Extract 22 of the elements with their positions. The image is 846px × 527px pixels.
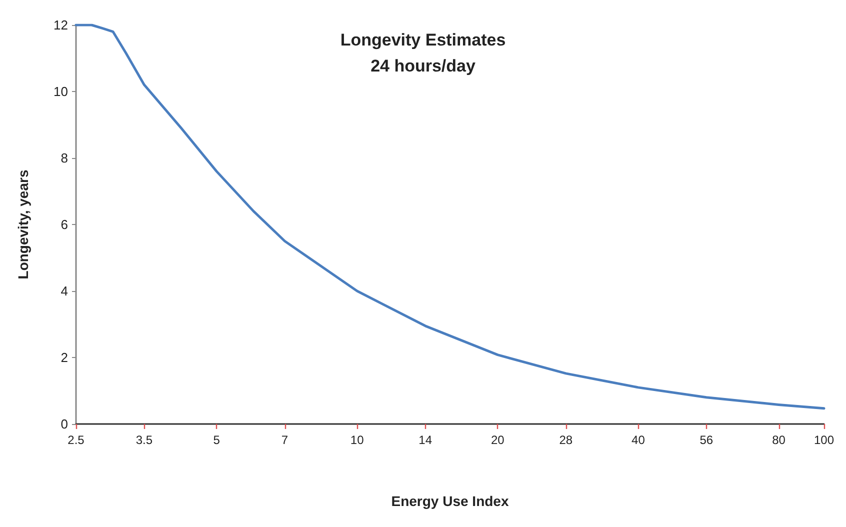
y-tick-label: 10 bbox=[54, 84, 68, 99]
x-tick-label: 2.5 bbox=[68, 433, 85, 447]
x-tick-label: 20 bbox=[490, 433, 505, 447]
x-tick-label: 28 bbox=[559, 433, 573, 447]
x-tick-label: 14 bbox=[418, 433, 432, 447]
x-tick-label: 7 bbox=[281, 433, 288, 447]
y-tick-label: 8 bbox=[60, 150, 68, 166]
x-tick-label: 80 bbox=[772, 433, 786, 447]
y-tick-label: 12 bbox=[54, 18, 68, 32]
y-axis-title: Longevity, years bbox=[15, 170, 31, 280]
x-tick-label: 40 bbox=[632, 433, 646, 447]
y-tick-label: 0 bbox=[60, 416, 68, 432]
x-tick-label: 5 bbox=[213, 433, 220, 447]
x-tick-label: 56 bbox=[700, 433, 714, 447]
x-tick-label: 100 bbox=[814, 433, 834, 447]
y-tick-label: 4 bbox=[60, 284, 68, 298]
x-tick-label: 3.5 bbox=[136, 433, 153, 447]
text: Longevity Estimates 24 hours/day bbox=[340, 30, 506, 76]
x-tick-label: 10 bbox=[350, 433, 364, 447]
y-tick-label: 6 bbox=[60, 217, 68, 232]
x-axis-title: Energy Use Index bbox=[391, 493, 509, 509]
y-tick-label: 2 bbox=[60, 350, 68, 365]
